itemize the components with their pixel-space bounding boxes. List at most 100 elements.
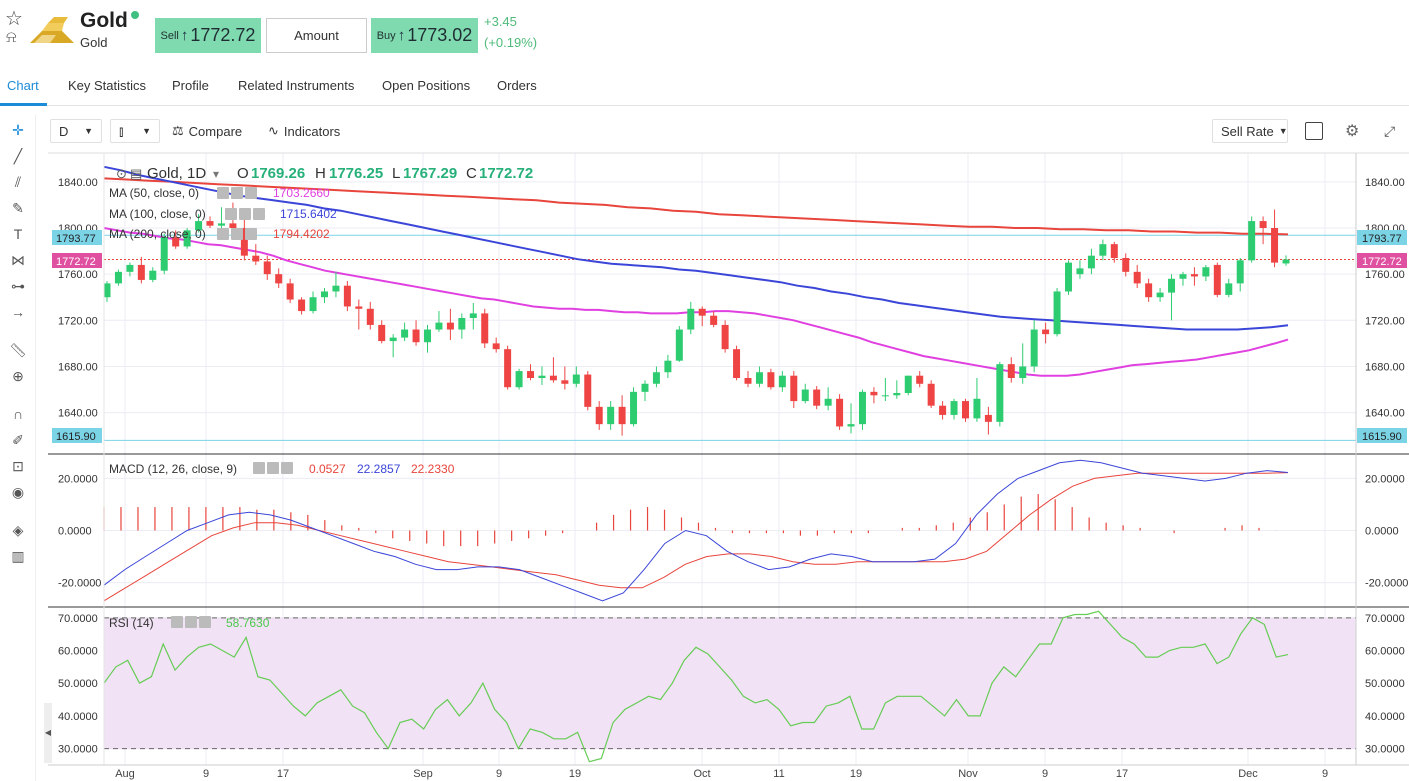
candle-body (996, 364, 1004, 422)
ma50-line (103, 227, 1289, 377)
candle-body (389, 337, 397, 342)
candle-body (847, 424, 855, 427)
crosshair-icon[interactable]: ✛ (12, 122, 24, 138)
chart-type-select[interactable]: ⫾ ▼ (110, 119, 160, 143)
compare-icon: ⚖ (172, 123, 184, 138)
sell-button[interactable]: Sell ↑ 1772.72 (155, 18, 261, 53)
indicators-button[interactable]: ∿ Indicators (268, 119, 340, 143)
time-axis-label: 19 (850, 768, 862, 780)
chart-toolbar: D ▼ ⫾ ▼ ⚖ Compare ∿ Indicators Sell Rate… (48, 115, 1409, 147)
trend-line-icon[interactable]: ╱ (13, 148, 23, 164)
price-axis-label-right: 1840.00 (1365, 177, 1405, 189)
buy-button[interactable]: Buy ↑ 1773.02 (371, 18, 478, 53)
candle-body (721, 324, 729, 350)
interval-select[interactable]: D ▼ (50, 119, 102, 143)
fullscreen-icon[interactable]: ⤢ (1384, 122, 1396, 139)
candle-body (527, 371, 535, 378)
rsi-axis-label-right: 70.0000 (1365, 613, 1405, 625)
market-open-indicator (131, 11, 139, 19)
tab-related-instruments[interactable]: Related Instruments (238, 78, 355, 93)
chevron-down-icon[interactable]: ▾ (213, 167, 219, 181)
candle-body (1145, 283, 1153, 298)
indicators-icon: ∿ (268, 123, 279, 138)
alert-bell-icon[interactable]: ⍾ (6, 29, 17, 46)
instrument-header: ☆ ⍾ Gold Gold Sell ↑ 1772.72 Amount Buy … (0, 0, 1409, 66)
lock-drawing-icon[interactable]: ✐ (12, 432, 24, 448)
fib-icon[interactable]: ⫽ (14, 174, 22, 190)
candle-body (984, 414, 992, 422)
tab-orders[interactable]: Orders (497, 78, 537, 93)
layers-icon[interactable]: ◈ (12, 522, 24, 538)
candle-body (1259, 221, 1267, 228)
arrow-icon[interactable]: → (11, 304, 25, 320)
lock-icon[interactable]: ⊡ (12, 458, 24, 474)
pattern-icon[interactable]: ⋈ (11, 252, 25, 268)
forecast-icon[interactable]: ⊶ (11, 278, 25, 294)
candle-body (1042, 329, 1050, 335)
rsi-axis-label-left: 40.0000 (58, 711, 98, 723)
eye-icon[interactable]: ◉ (11, 484, 25, 500)
indicator-settings-icon (239, 208, 251, 220)
candle-body (904, 375, 912, 393)
compare-button[interactable]: ⚖ Compare (172, 119, 242, 143)
candle-body (412, 329, 420, 343)
candle-body (687, 308, 695, 330)
rate-type-select[interactable]: Sell Rate ▼ (1212, 119, 1288, 143)
screenshot-icon[interactable] (1305, 122, 1323, 140)
rsi-axis-label-left: 50.0000 (58, 678, 98, 690)
low-line-tag-left (52, 428, 102, 443)
brush-icon[interactable]: ✎ (12, 200, 24, 216)
magnet-icon[interactable]: ∩ (12, 406, 24, 422)
settings-gear-icon[interactable]: ⚙ (1345, 123, 1360, 140)
amount-input[interactable]: Amount (266, 18, 367, 53)
macd-axis-label-right: 0.0000 (1365, 526, 1399, 538)
candle-body (229, 223, 237, 228)
buy-price: 1773.02 (407, 25, 473, 45)
candle-body (824, 398, 832, 406)
rsi-axis-label-right: 60.0000 (1365, 646, 1405, 658)
candle-body (103, 283, 111, 298)
time-axis-label: 9 (496, 768, 502, 780)
ma100-line (103, 165, 1289, 331)
tab-key-statistics[interactable]: Key Statistics (68, 78, 147, 93)
instrument-tabs: Chart Key Statistics Profile Related Ins… (0, 66, 1409, 106)
collapse-toolbar-handle[interactable]: ◀ (44, 703, 52, 763)
candle-body (298, 299, 306, 312)
toggle-visibility-icon (225, 208, 237, 220)
candle-body (893, 393, 901, 396)
candle-body (630, 391, 638, 425)
rsi-line (103, 610, 1289, 763)
legend-collapse-icon[interactable]: ⊙ (116, 166, 127, 181)
text-icon[interactable]: T (13, 226, 23, 242)
candle-body (252, 255, 260, 262)
zoom-icon[interactable]: ⊕ (12, 368, 24, 384)
trash-icon[interactable]: ▥ (11, 548, 25, 564)
candle-body (1202, 267, 1210, 277)
macd-axis-label-left: -20.0000 (58, 578, 101, 590)
candle-body (572, 374, 580, 384)
candle-body (424, 329, 432, 343)
macd-axis-label-right: -20.0000 (1365, 578, 1408, 590)
low-line-label-left: 1615.90 (56, 431, 96, 443)
indicator-settings-icon (185, 616, 197, 628)
star-icon[interactable]: ☆ (5, 8, 23, 30)
high-line-tag-left (52, 230, 102, 245)
candle-body (1076, 268, 1084, 275)
chevron-down-icon: ▼ (142, 126, 151, 136)
candle-body (607, 406, 615, 425)
tab-chart[interactable]: Chart (7, 78, 39, 93)
tab-open-positions[interactable]: Open Positions (382, 78, 471, 93)
candle-body (881, 395, 889, 397)
time-axis-label: Aug (115, 768, 135, 780)
tab-profile[interactable]: Profile (172, 78, 209, 93)
indicator-settings-icon (267, 462, 279, 474)
candle-body (320, 291, 328, 298)
chart-axes: Aug 9 17 Sep 9 19 Oct 11 19 Nov 9 17 Dec 9 1840.00 1840… (48, 152, 1409, 780)
ruler-icon[interactable]: 📏︎ (9, 342, 27, 358)
indicators-label: Indicators (283, 123, 341, 139)
toggle-visibility-icon (217, 228, 229, 240)
candle-body (973, 398, 981, 419)
ma200-line (103, 177, 1289, 236)
up-arrow-icon: ↑ (180, 27, 189, 44)
